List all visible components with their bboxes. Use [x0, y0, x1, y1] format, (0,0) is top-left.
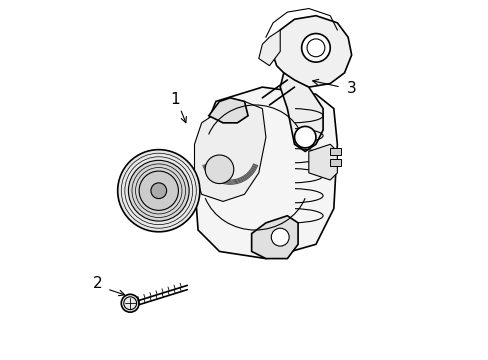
Polygon shape: [269, 16, 351, 87]
Text: 2: 2: [93, 276, 102, 291]
Polygon shape: [258, 30, 280, 66]
Text: 1: 1: [170, 92, 179, 107]
Bar: [329, 158, 340, 166]
Circle shape: [205, 155, 233, 184]
Circle shape: [301, 33, 329, 62]
Circle shape: [121, 294, 139, 312]
Polygon shape: [194, 87, 337, 258]
Circle shape: [139, 171, 178, 210]
Circle shape: [128, 160, 189, 221]
Polygon shape: [280, 73, 323, 152]
Bar: [329, 148, 340, 155]
Polygon shape: [251, 216, 298, 258]
Polygon shape: [194, 102, 265, 202]
Circle shape: [294, 126, 315, 148]
Polygon shape: [208, 98, 247, 123]
Text: 3: 3: [346, 81, 356, 96]
Circle shape: [118, 150, 200, 232]
Circle shape: [151, 183, 166, 199]
Polygon shape: [308, 144, 337, 180]
Circle shape: [271, 228, 288, 246]
